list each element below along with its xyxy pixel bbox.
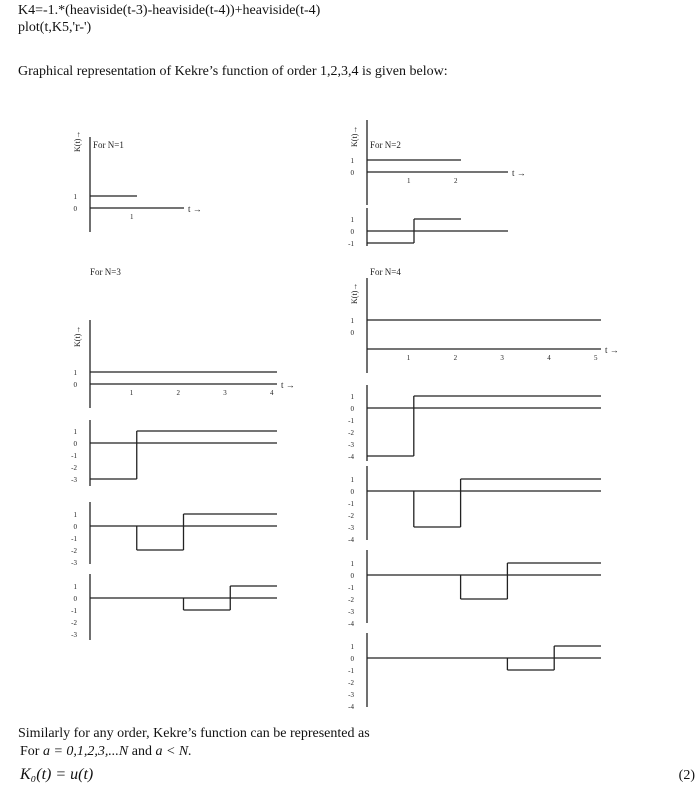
x-tick-label: 4 [547,354,551,362]
outro-math-1: a = 0,1,2,3,...N [42,744,129,759]
y-tick-label: -4 [348,536,354,544]
y-tick-label: -2 [71,464,77,472]
y-tick-label: 1 [74,193,78,201]
y-tick-label: -1 [71,452,77,460]
figure-title: For N=3 [90,267,121,277]
y-tick-label: -2 [71,547,77,555]
kekre-function-figures: For N=1 K(t)→ 1 0 1 t → For N=2 K(t)→ 1 0 1 2 t → 1 0 -… [71,120,619,711]
figure-title: For N=4 [370,267,401,277]
y-tick-label: -1 [71,535,77,543]
y-tick-label: 0 [74,523,78,531]
y-tick-label: 0 [74,440,78,448]
y-tick-label: 1 [74,511,78,519]
y-axis-label: K(t)→ [73,131,82,152]
outro-line-1: Similarly for any order, Kekre’s functio… [18,726,370,741]
y-tick-label: -1 [348,584,354,592]
x-axis-label: t → [281,380,295,390]
y-tick-label: -4 [348,703,354,711]
x-tick-label: 1 [130,213,134,221]
y-tick-label: 1 [351,560,355,568]
y-tick-label: 1 [351,643,355,651]
x-tick-label: 2 [177,389,181,397]
y-tick-label: -3 [348,608,354,616]
y-tick-label: -3 [348,691,354,699]
y-tick-label: -2 [348,596,354,604]
y-tick-label: -3 [348,441,354,449]
y-tick-label: 0 [351,572,355,580]
y-tick-label: 0 [351,228,355,236]
y-tick-label: 1 [351,476,355,484]
code-line-2: plot(t,K5,'r-') [18,20,92,35]
y-tick-label: -3 [71,559,77,567]
y-tick-label: 1 [351,216,355,224]
x-axis-label: t → [188,204,202,214]
y-tick-label: -3 [71,476,77,484]
outro-prefix: For [20,744,43,759]
y-tick-label: 1 [351,317,355,325]
y-tick-label: 0 [74,381,78,389]
equation-number: (2) [678,768,695,783]
x-tick-label: 2 [454,354,458,362]
outro-line-2: For a = 0,1,2,3,...N and a < N. [20,744,192,760]
y-tick-label: -1 [348,417,354,425]
y-tick-label: 0 [351,169,355,177]
code-line-1: K4=-1.*(heaviside(t-3)-heaviside(t-4))+h… [18,3,321,18]
y-tick-label: -1 [71,607,77,615]
y-axis-label: K(t)→ [350,283,359,304]
y-axis-label: K(t)→ [350,126,359,147]
y-tick-label: 1 [74,428,78,436]
y-tick-label: -2 [348,679,354,687]
y-tick-label: -2 [348,512,354,520]
x-tick-label: 1 [407,177,411,185]
y-tick-label: 0 [351,488,355,496]
x-tick-label: 3 [500,354,504,362]
y-tick-label: -4 [348,453,354,461]
figure-title: For N=2 [370,140,401,150]
y-tick-label: 0 [351,405,355,413]
y-tick-label: 1 [74,369,78,377]
y-tick-label: 0 [351,655,355,663]
x-tick-label: 4 [270,389,274,397]
intro-paragraph: Graphical representation of Kekre’s func… [18,64,448,79]
y-tick-label: 1 [351,393,355,401]
y-tick-label: 0 [74,205,78,213]
x-axis-label: t → [605,345,619,355]
x-tick-label: 3 [223,389,227,397]
x-tick-label: 2 [454,177,458,185]
y-tick-label: 0 [351,329,355,337]
figure-title: For N=1 [93,140,124,150]
y-tick-label: -3 [71,631,77,639]
y-axis-label: K(t)→ [73,326,82,347]
y-tick-label: 1 [351,157,355,165]
y-tick-label: 0 [74,595,78,603]
outro-math-2: a < N. [155,744,192,759]
y-tick-label: 1 [74,583,78,591]
y-tick-label: -2 [71,619,77,627]
y-tick-label: -1 [348,500,354,508]
x-tick-label: 5 [594,354,598,362]
y-tick-label: -2 [348,429,354,437]
x-axis-label: t → [512,168,526,178]
y-tick-label: -1 [348,240,354,248]
y-tick-label: -1 [348,667,354,675]
outro-mid: and [128,744,156,759]
x-tick-label: 1 [407,354,411,362]
equation-k0: K₀(t) = u(t) [20,766,94,783]
x-tick-label: 1 [130,389,134,397]
y-tick-label: -4 [348,620,354,628]
y-tick-label: -3 [348,524,354,532]
